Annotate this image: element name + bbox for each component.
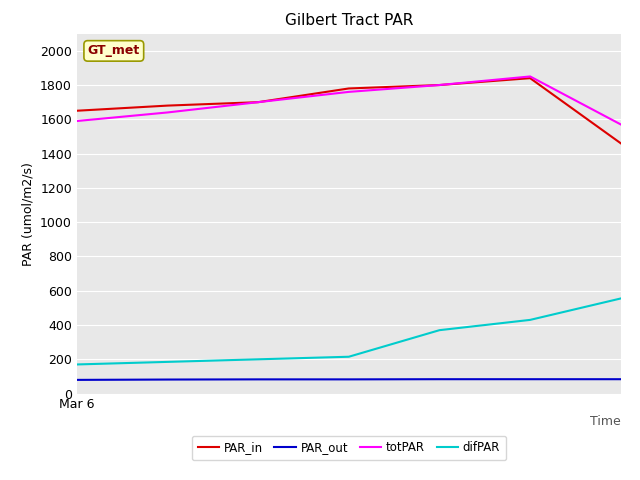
Line: PAR_out: PAR_out: [77, 379, 621, 380]
PAR_out: [164, 377, 172, 383]
difPAR: [617, 296, 625, 301]
difPAR: [164, 359, 172, 365]
totPAR: [254, 99, 262, 105]
Line: totPAR: totPAR: [77, 76, 621, 124]
Title: Gilbert Tract PAR: Gilbert Tract PAR: [285, 13, 413, 28]
PAR_in: [345, 85, 353, 91]
Line: PAR_in: PAR_in: [77, 78, 621, 144]
difPAR: [73, 361, 81, 367]
PAR_in: [617, 141, 625, 146]
totPAR: [436, 82, 444, 88]
PAR_in: [526, 75, 534, 81]
difPAR: [436, 327, 444, 333]
PAR_out: [73, 377, 81, 383]
PAR_out: [436, 376, 444, 382]
totPAR: [617, 121, 625, 127]
difPAR: [254, 357, 262, 362]
totPAR: [526, 73, 534, 79]
PAR_in: [254, 99, 262, 105]
Y-axis label: PAR (umol/m2/s): PAR (umol/m2/s): [22, 162, 35, 265]
totPAR: [164, 109, 172, 115]
PAR_out: [617, 376, 625, 382]
PAR_out: [526, 376, 534, 382]
totPAR: [345, 89, 353, 95]
Text: Time: Time: [590, 415, 621, 428]
difPAR: [526, 317, 534, 323]
PAR_in: [436, 82, 444, 88]
Line: difPAR: difPAR: [77, 299, 621, 364]
Text: GT_met: GT_met: [88, 44, 140, 58]
PAR_out: [254, 376, 262, 382]
PAR_out: [345, 376, 353, 382]
totPAR: [73, 118, 81, 124]
difPAR: [345, 354, 353, 360]
Legend: PAR_in, PAR_out, totPAR, difPAR: PAR_in, PAR_out, totPAR, difPAR: [192, 435, 506, 460]
PAR_in: [164, 103, 172, 108]
PAR_in: [73, 108, 81, 114]
